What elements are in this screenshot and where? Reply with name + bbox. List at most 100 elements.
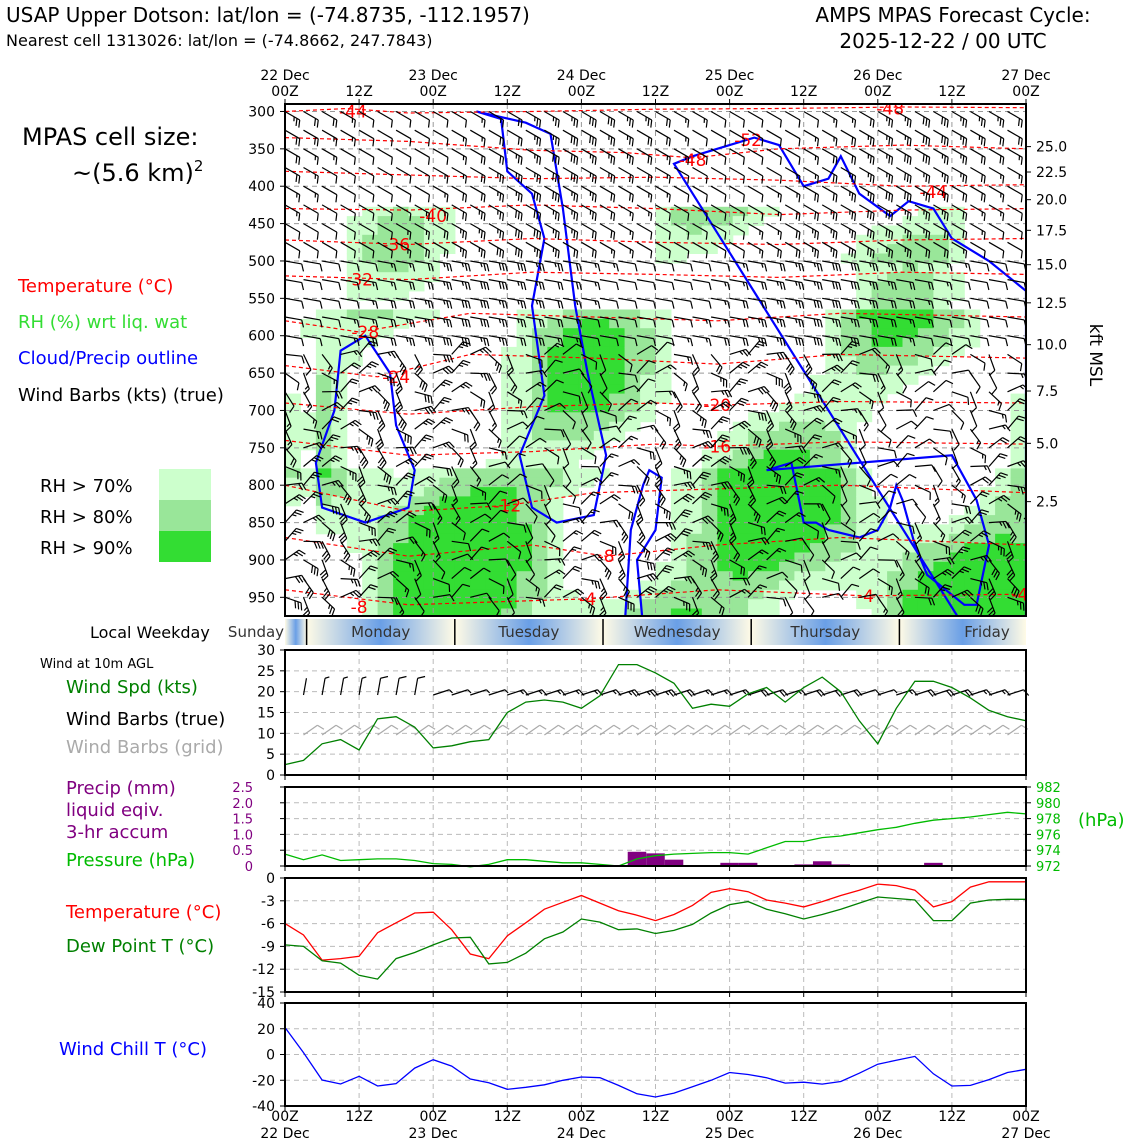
wind-barb: [914, 353, 933, 367]
wind-barb: [803, 241, 820, 259]
rh-cell: [825, 328, 842, 339]
wind-barb: [414, 522, 431, 538]
wind-barb: [636, 204, 653, 222]
rh-cell: [670, 487, 687, 497]
wind-barb: [691, 391, 703, 413]
wind-ytick-label: 20: [257, 685, 275, 701]
precip-ytick-label: 1.5: [232, 813, 253, 828]
wind-barb: [395, 279, 416, 291]
wind-barb: [655, 428, 667, 450]
wind-barb: [895, 473, 917, 486]
wind-barb: [896, 409, 918, 418]
rh-cell: [794, 393, 811, 404]
wind-barb: [636, 241, 653, 259]
wind-barb: [618, 398, 639, 411]
rh-cell: [902, 290, 919, 301]
rh-cell: [593, 328, 610, 339]
wind-barb: [340, 445, 362, 454]
rh-cell: [809, 412, 826, 423]
rh-cell: [609, 412, 626, 423]
wind-barb: [321, 279, 342, 291]
wind-barb: [969, 596, 984, 616]
wind-barb: [655, 204, 671, 222]
rh-cell: [902, 356, 919, 367]
rh-cell: [717, 225, 734, 236]
wind-barb: [784, 166, 801, 184]
rh-cell: [995, 599, 1012, 610]
rh-cell: [640, 365, 657, 376]
rh-cell: [840, 440, 857, 451]
wind-barb: [932, 503, 941, 526]
wind-barb: [451, 279, 471, 291]
true-wind-barb: [896, 689, 918, 696]
wind-barb: [525, 148, 542, 165]
wind-barb: [729, 484, 741, 506]
rh-cell: [917, 571, 934, 582]
wind-barb: [377, 148, 393, 165]
rh-cell: [717, 580, 734, 591]
wind-barb: [951, 428, 960, 451]
rh-cell: [609, 356, 626, 367]
isotherm-label: -8: [351, 598, 368, 618]
wind-barb: [914, 279, 934, 291]
wind-barb: [822, 353, 843, 362]
wind-barb: [729, 185, 745, 203]
wind-barb: [357, 484, 367, 507]
wind-barb: [377, 510, 398, 524]
wind-barb: [414, 335, 434, 347]
wind-barb: [655, 110, 671, 128]
wind-barb: [488, 223, 505, 240]
rh-cell: [655, 393, 672, 404]
rh-cell: [964, 571, 981, 582]
rh-cell: [562, 468, 579, 479]
grid-wind-barb: [821, 724, 843, 736]
wind-barb: [840, 583, 860, 598]
rh-cell: [393, 524, 410, 535]
wind-barb: [655, 185, 671, 203]
rh-cell: [439, 561, 456, 572]
wind-barb: [507, 522, 527, 533]
wind-barb: [785, 335, 805, 347]
wind-barb: [840, 279, 860, 291]
wind-barb: [432, 241, 449, 259]
rh-cell: [732, 515, 749, 525]
wind-barb: [766, 241, 782, 259]
wind-barb: [451, 428, 469, 443]
wind-barb: [414, 540, 426, 562]
wind-barb: [599, 519, 622, 528]
rh-cell: [902, 272, 919, 283]
wind-barb: [988, 204, 1005, 222]
wind-barb: [636, 399, 658, 411]
rh-cell: [578, 309, 595, 320]
rh-cell: [917, 608, 934, 616]
rh-cell: [501, 580, 518, 591]
wind-barb: [488, 474, 510, 486]
wind-barb: [469, 110, 486, 128]
wind-barb: [636, 573, 659, 582]
wind-barb: [914, 381, 936, 393]
rh-cell: [501, 496, 518, 507]
rh-cell: [964, 608, 981, 616]
rh-cell: [840, 356, 857, 367]
wind-barb: [562, 129, 579, 147]
rh-cell: [624, 346, 641, 357]
pressure-ytick-label: 982: [1036, 781, 1061, 796]
rh-cell: [547, 384, 564, 395]
wind-barb: [840, 360, 860, 374]
wind-barb: [710, 372, 728, 388]
wind-barb: [988, 540, 1005, 557]
rh-cell: [948, 533, 965, 544]
wind-barb: [821, 110, 838, 128]
wind-barb: [581, 447, 597, 465]
wind-barb: [469, 410, 481, 432]
wind-barb: [285, 482, 307, 491]
rh-cell: [532, 552, 548, 563]
rh-cell: [887, 533, 904, 544]
wind-barb: [951, 279, 971, 291]
rh-cell: [516, 589, 533, 600]
wind-barb: [933, 260, 953, 272]
rh-cell: [670, 505, 687, 516]
precip-ytick-label: 1.0: [232, 828, 253, 843]
rh-cell: [887, 253, 904, 264]
rh-cell: [470, 515, 487, 525]
